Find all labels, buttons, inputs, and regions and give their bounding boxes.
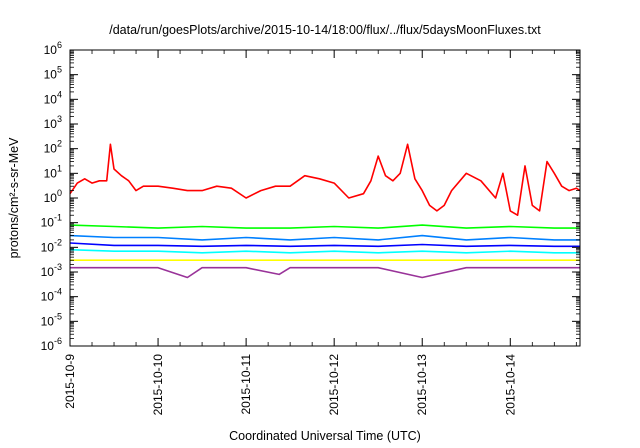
y-tick-label-8: 102 [44,139,62,156]
x-tick-label-1: 2015-10-10 [151,354,165,416]
y-tick-label-4: 10-2 [41,237,62,254]
y-tick-label-10: 104 [44,89,62,106]
series-line-4 [69,248,580,254]
x-tick-label-0: 2015-10-9 [63,354,77,409]
y-tick-label-9: 103 [44,114,62,131]
y-tick-label-0: 10-6 [41,336,62,353]
ticks-layer: 10-6 10-5 10-4 10-3 10-2 10-1 100 101 102 103 104 1… [41,40,580,415]
series-line-6 [70,266,580,279]
y-axis-label: protons/cm²-s-sr-MeV [7,137,21,259]
chart-title: /data/run/goesPlots/archive/2015-10-14/1… [109,23,541,37]
y-tick-label-1: 10-5 [41,311,62,328]
series-line-1 [69,224,580,229]
x-tick-label-5: 2015-10-14 [503,354,517,416]
y-tick-label-7: 101 [44,163,62,180]
series-line-3 [69,242,580,248]
y-tick-label-2: 10-4 [41,287,62,304]
x-tick-label-4: 2015-10-13 [415,354,429,416]
y-tick-label-6: 100 [44,188,62,205]
x-tick-label-3: 2015-10-12 [327,354,341,416]
y-tick-label-12: 106 [44,40,62,57]
plot-frame [69,49,581,347]
series-line-0 [69,143,581,216]
series-line-2 [69,234,580,241]
x-tick-label-2: 2015-10-11 [239,354,253,415]
y-tick-label-11: 105 [44,65,62,82]
series-layer [69,143,581,279]
y-tick-label-5: 10-1 [41,213,62,230]
y-tick-label-3: 10-3 [41,262,62,279]
x-axis-label: Coordinated Universal Time (UTC) [229,429,421,443]
